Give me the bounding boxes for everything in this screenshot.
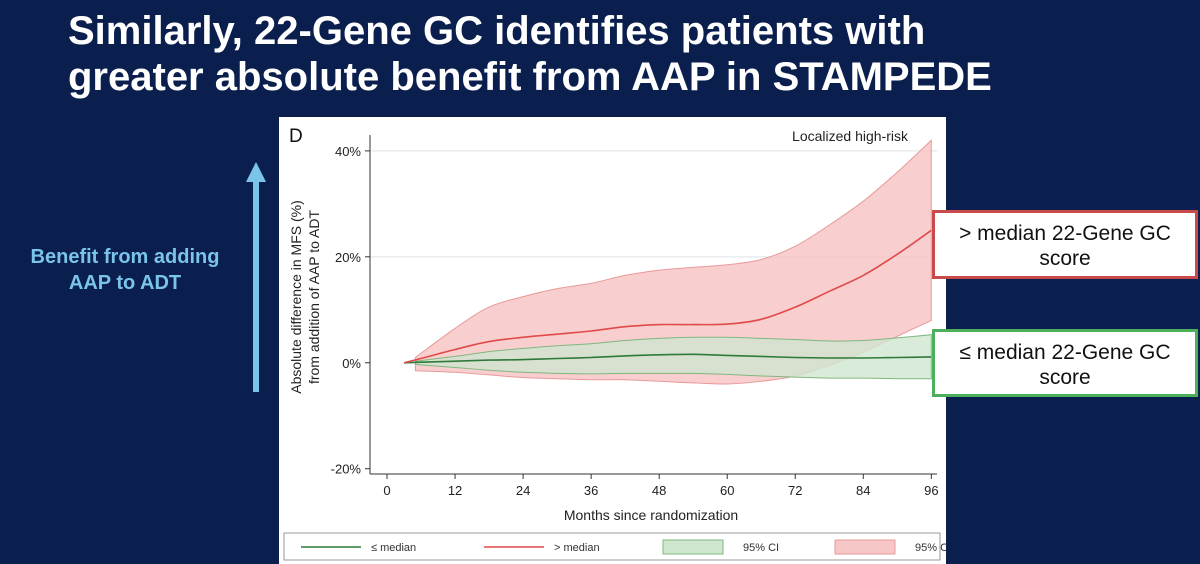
series-line-above-median bbox=[403, 229, 932, 364]
y-tick-label: -20% bbox=[331, 462, 362, 477]
chart-figure: D Localized high-risk -20% 0% 20% 40% 0 12 24… bbox=[279, 117, 946, 564]
callout-above-median-line-2: score bbox=[1039, 247, 1091, 270]
y-tick-label: 40% bbox=[335, 144, 361, 159]
y-axis-label-line-2: from addition of AAP to ADT bbox=[306, 210, 322, 385]
ci-band-below-median bbox=[414, 334, 932, 380]
ci-band-above-median bbox=[414, 139, 932, 385]
legend: ≤ median > median 95% CI 95% CI bbox=[301, 539, 946, 555]
y-tick-layer: -20% 0% 20% 40% bbox=[331, 144, 370, 477]
x-tick-label: 0 bbox=[383, 483, 390, 498]
legend-item-above-median-label: > median bbox=[554, 542, 600, 554]
x-tick-label: 60 bbox=[720, 483, 734, 498]
legend-box bbox=[283, 532, 941, 561]
benefit-label-line-1: Benefit from adding bbox=[30, 246, 220, 268]
ci-band-layer bbox=[414, 139, 932, 385]
callout-below-median-line-1: ≤ median 22-Gene GC bbox=[959, 341, 1171, 364]
callout-below-median-line-2: score bbox=[1039, 366, 1091, 389]
x-tick-layer: 0 12 24 36 48 60 72 84 96 bbox=[383, 474, 939, 498]
x-tick-label: 48 bbox=[652, 483, 666, 498]
y-tick-label: 0% bbox=[342, 356, 361, 371]
slide-title: Similarly, 22-Gene GC identifies patient… bbox=[68, 8, 1188, 100]
benefit-label: Benefit from adding AAP to ADT bbox=[6, 244, 244, 296]
x-tick-label: 12 bbox=[448, 483, 462, 498]
callout-below-median: ≤ median 22-Gene GC score bbox=[932, 329, 1198, 397]
legend-item-ci-above-median-label: 95% CI bbox=[915, 542, 946, 554]
legend-item-below-median-label: ≤ median bbox=[371, 542, 416, 554]
series-line-layer bbox=[403, 229, 932, 364]
benefit-up-arrow-icon bbox=[246, 162, 266, 392]
chart-subtitle: Localized high-risk bbox=[792, 128, 909, 144]
x-axis-label: Months since randomization bbox=[564, 507, 738, 523]
y-tick-label: 20% bbox=[335, 250, 361, 265]
x-tick-label: 24 bbox=[516, 483, 530, 498]
slide-title-line-1: Similarly, 22-Gene GC identifies patient… bbox=[68, 9, 926, 53]
panel-label: D bbox=[289, 126, 303, 147]
legend-item-ci-below-median-label: 95% CI bbox=[743, 542, 779, 554]
callout-above-median-line-1: > median 22-Gene GC bbox=[959, 222, 1171, 245]
x-tick-label: 96 bbox=[924, 483, 938, 498]
x-tick-label: 84 bbox=[856, 483, 870, 498]
slide-title-line-2: greater absolute benefit from AAP in STA… bbox=[68, 55, 992, 99]
x-tick-label: 72 bbox=[788, 483, 802, 498]
y-axis-label-line-1: Absolute difference in MFS (%) bbox=[288, 200, 304, 394]
legend-item-ci-above-median-swatch bbox=[834, 539, 896, 555]
benefit-label-line-2: AAP to ADT bbox=[68, 272, 182, 294]
chart-svg: D Localized high-risk -20% 0% 20% 40% 0 12 24… bbox=[283, 126, 946, 561]
callout-above-median: > median 22-Gene GC score bbox=[932, 210, 1198, 279]
series-line-below-median bbox=[403, 353, 932, 364]
legend-item-ci-below-median-swatch bbox=[662, 539, 724, 555]
x-tick-label: 36 bbox=[584, 483, 598, 498]
